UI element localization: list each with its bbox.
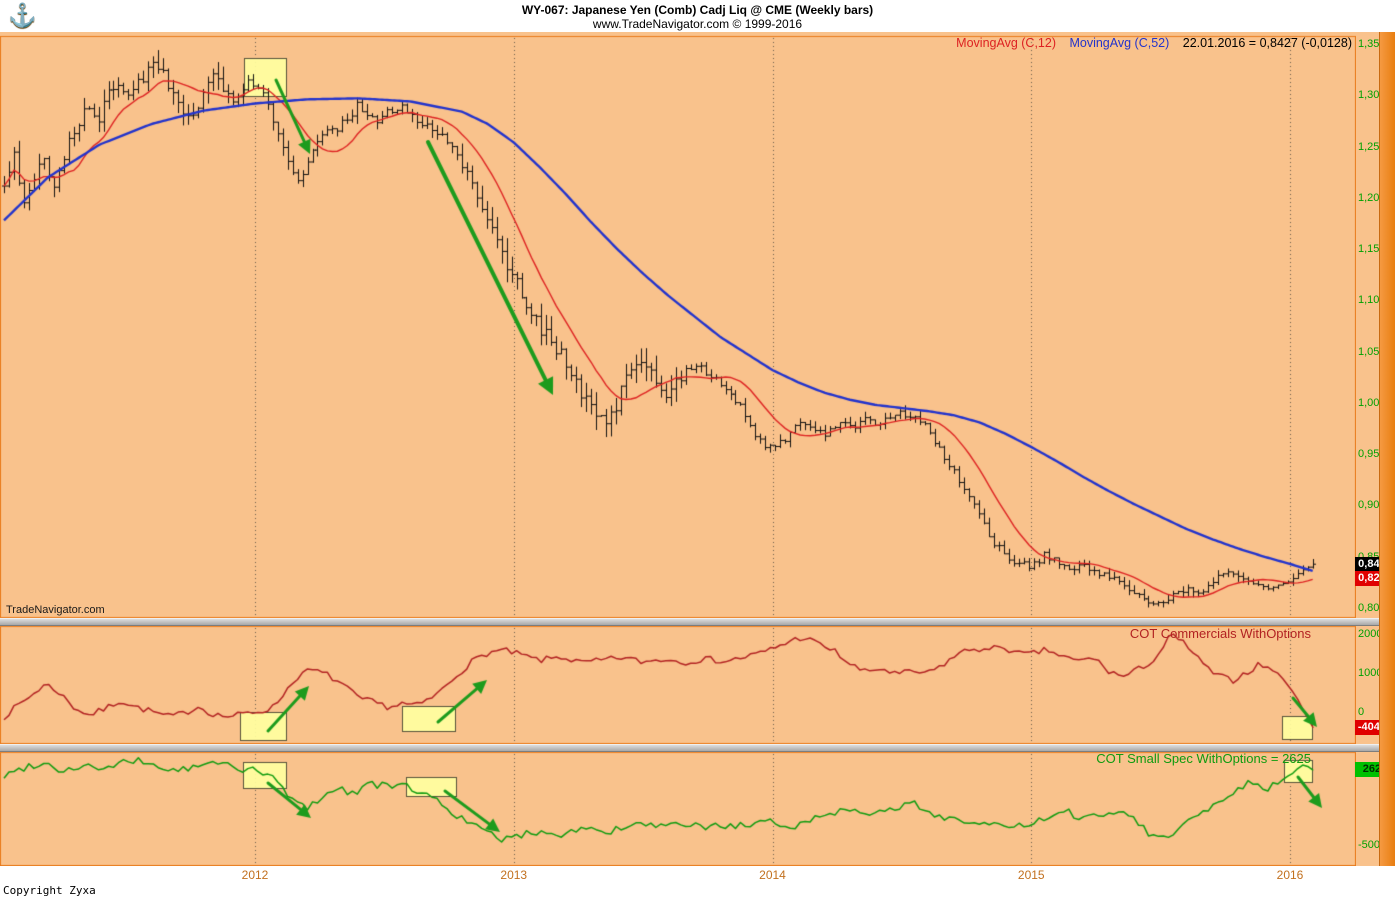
x-axis-year-label: 2013 [500, 868, 528, 882]
cot-commercials-axis-label: 0 [1358, 706, 1365, 718]
cot-commercials-title: COT Commercials WithOptions [1129, 626, 1311, 641]
legend-ma12-label: MovingAvg (C,12) [956, 36, 1056, 50]
panel-splitter-lower[interactable] [0, 744, 1379, 752]
x-axis-year-label: 2016 [1276, 868, 1304, 882]
x-axis-year-label: 2014 [759, 868, 786, 882]
chart-header: ⚓ WY-067: Japanese Yen (Comb) Cadj Liq @… [0, 0, 1395, 32]
cot-smallspec-title: COT Small Spec WithOptions = 2625 [1096, 751, 1311, 766]
panel-splitter-upper[interactable] [0, 618, 1379, 626]
x-axis-year-label: 2015 [1017, 868, 1045, 882]
chart-area: MovingAvg (C,12) MovingAvg (C,52) 22.01.… [0, 32, 1395, 866]
legend-last-quote: 22.01.2016 = 0,8427 (-0,0128) [1182, 36, 1352, 50]
vertical-scrollbar[interactable] [1379, 32, 1395, 866]
tradenavigator-watermark: TradeNavigator.com [6, 604, 105, 616]
copyright-text: Copyright Zyxa [3, 884, 96, 897]
x-axis-year-label: 2012 [241, 868, 269, 882]
price-and-cot-chart-canvas[interactable] [0, 32, 1356, 866]
legend-ma52-label: MovingAvg (C,52) [1069, 36, 1170, 50]
chart-title: WY-067: Japanese Yen (Comb) Cadj Liq @ C… [521, 3, 874, 17]
anchor-logo-icon: ⚓ [8, 2, 37, 28]
indicator-legend: MovingAvg (C,12) MovingAvg (C,52) 22.01.… [956, 36, 1352, 50]
chart-subtitle: www.TradeNavigator.com © 1999-2016 [592, 17, 803, 31]
time-axis-footer: 2012 2013 2014 2015 2016 Copyright Zyxa [0, 866, 1395, 898]
